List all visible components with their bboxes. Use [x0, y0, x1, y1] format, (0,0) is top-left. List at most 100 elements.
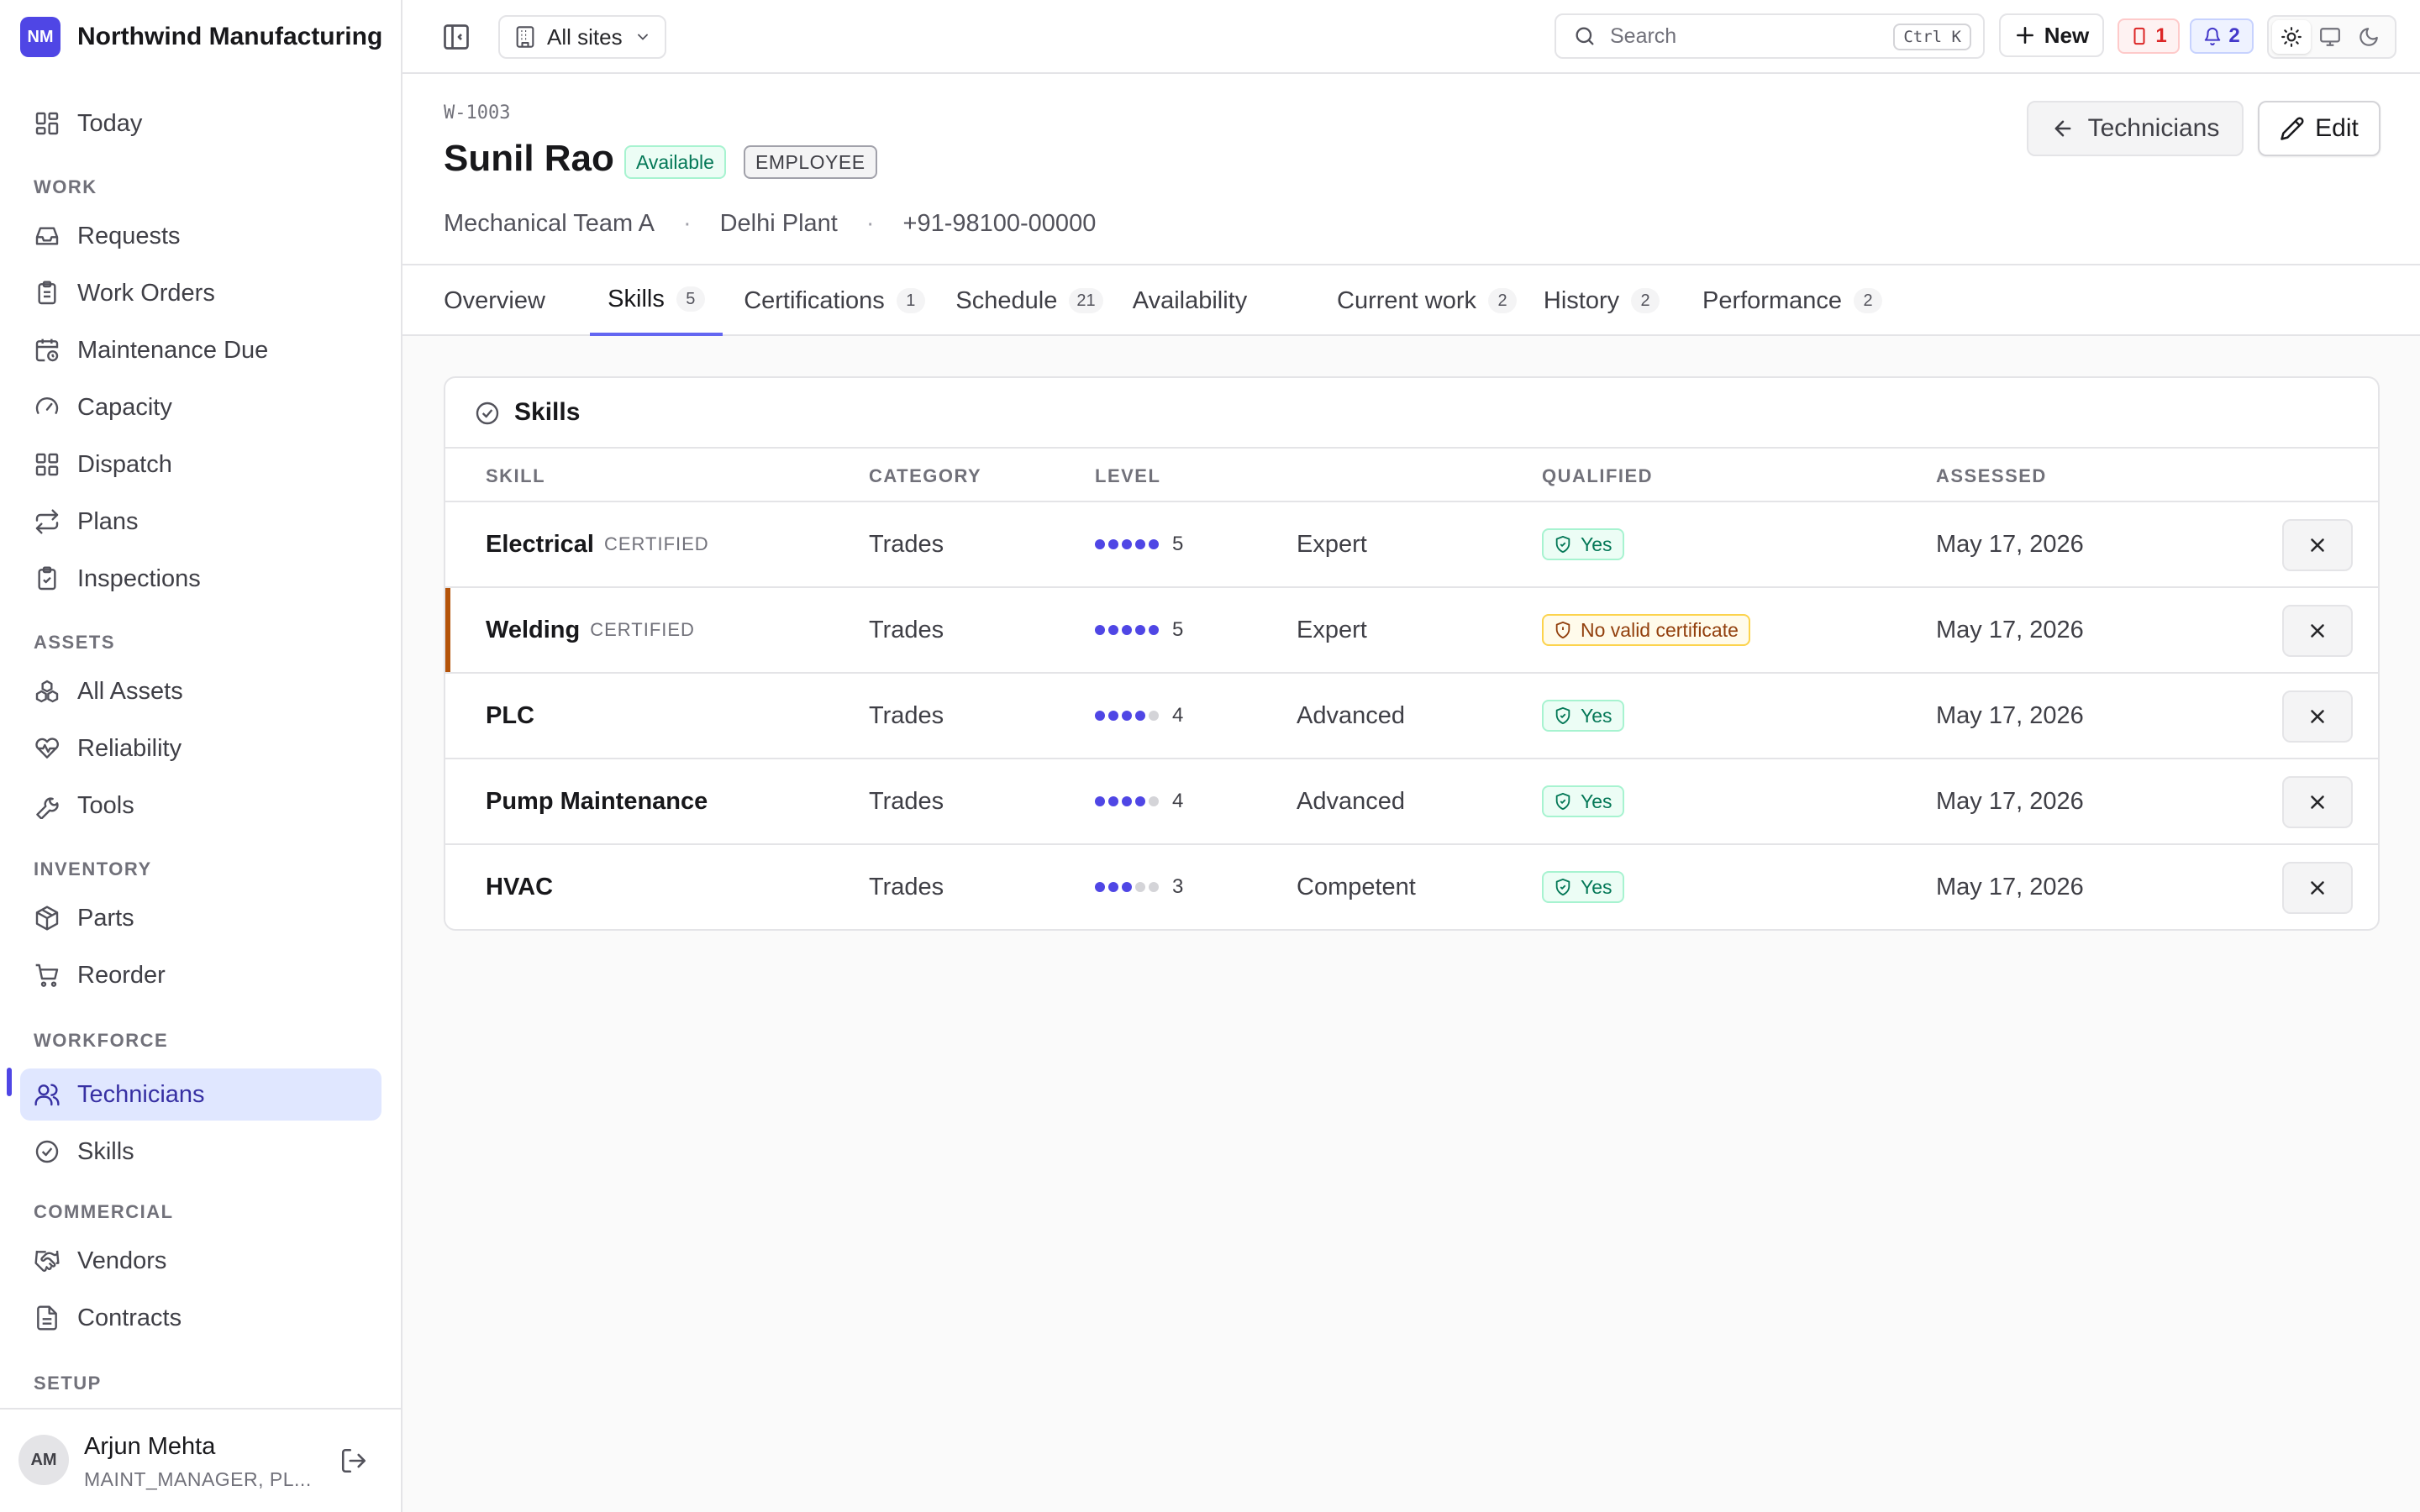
close-icon	[2307, 791, 2328, 813]
sidebar-item-all-assets[interactable]: All Assets	[20, 665, 381, 717]
skill-name[interactable]: Welding	[486, 616, 581, 643]
table-row[interactable]: HVAC Trades 3 Competent Yes May 17, 2026	[445, 845, 2378, 929]
skill-cell: HVAC	[486, 845, 553, 929]
skill-name[interactable]: PLC	[486, 701, 534, 729]
moon-icon[interactable]	[2349, 20, 2388, 54]
sidebar-item-dispatch[interactable]: Dispatch	[20, 438, 381, 491]
sidebar-item-reorder[interactable]: Reorder	[20, 949, 381, 1001]
back-to-technicians-button[interactable]: Technicians	[2027, 101, 2244, 156]
assessed-cell: May 17, 2026	[1936, 616, 2084, 643]
site-select[interactable]: All sites	[498, 15, 666, 59]
sidebar-item-maintenance-due[interactable]: Maintenance Due	[20, 324, 381, 376]
search-input[interactable]: Search Ctrl K	[1555, 13, 1985, 59]
level-dot	[1108, 796, 1118, 806]
tab-count: 1	[896, 288, 925, 313]
column-header-level[interactable]: LEVEL	[1095, 465, 1161, 486]
remove-skill-button[interactable]	[2282, 862, 2353, 914]
sidebar-item-skills[interactable]: Skills	[20, 1126, 381, 1178]
new-button[interactable]: New	[1999, 13, 2104, 57]
sidebar-item-label: Skills	[77, 1137, 134, 1165]
qualified-text: Yes	[1581, 704, 1612, 727]
section-workforce: WORKFORCE	[34, 1030, 169, 1051]
sidebar-item-inspections[interactable]: Inspections	[20, 553, 381, 605]
table-row[interactable]: PLC Trades 4 Advanced Yes May 17, 2026	[445, 674, 2378, 759]
sidebar-item-today[interactable]: Today	[20, 97, 381, 150]
certified-tag: CERTIFIED	[603, 533, 709, 554]
avatar[interactable]: AM	[18, 1435, 69, 1485]
new-button-label: New	[2044, 22, 2090, 48]
sidebar-item-tools[interactable]: Tools	[20, 780, 381, 832]
level-number: 5	[1172, 533, 1184, 555]
level-dots	[1095, 625, 1162, 635]
close-icon	[2307, 706, 2328, 727]
sidebar-item-work-orders[interactable]: Work Orders	[20, 267, 381, 319]
edit-button-label: Edit	[2315, 114, 2359, 142]
alerts-badge[interactable]: 1	[2118, 18, 2180, 54]
section-commercial: COMMERCIAL	[34, 1201, 174, 1222]
user-footer: AM Arjun Mehta MAINT_MANAGER, PL...	[0, 1408, 401, 1512]
sidebar-item-requests[interactable]: Requests	[20, 210, 381, 262]
device-alert-icon	[2130, 27, 2149, 45]
sidebar-item-label: Today	[77, 109, 143, 137]
bell-icon	[2203, 27, 2222, 45]
table-row[interactable]: Pump Maintenance Trades 4 Advanced Yes May 17…	[445, 759, 2378, 845]
sidebar-item-label: Contracts	[77, 1304, 182, 1331]
table-row[interactable]: Electrical CERTIFIED Trades 5 Expert Yes May 1…	[445, 502, 2378, 588]
sidebar-item-contracts[interactable]: Contracts	[20, 1292, 381, 1344]
skill-name[interactable]: Pump Maintenance	[486, 787, 708, 815]
tab-history[interactable]: History 2	[1523, 265, 1680, 336]
column-header-category[interactable]: CATEGORY	[869, 465, 982, 486]
chevron-down-icon	[634, 29, 651, 45]
tab-certifications[interactable]: Certifications 1	[739, 265, 930, 336]
monitor-icon[interactable]	[2311, 20, 2349, 54]
remove-skill-button[interactable]	[2282, 605, 2353, 657]
level-dot	[1122, 796, 1132, 806]
tab-schedule[interactable]: Schedule 21	[950, 265, 1109, 336]
level-name-cell: Competent	[1297, 873, 1416, 900]
skill-name[interactable]: HVAC	[486, 873, 554, 900]
category-cell: Trades	[869, 701, 944, 729]
skill-cell: Welding CERTIFIED	[486, 588, 695, 672]
table-row[interactable]: Welding CERTIFIED Trades 5 Expert No valid ce…	[445, 588, 2378, 674]
sidebar-item-vendors[interactable]: Vendors	[20, 1235, 381, 1287]
tab-skills[interactable]: Skills 5	[590, 265, 723, 336]
sidebar-item-capacity[interactable]: Capacity	[20, 381, 381, 433]
remove-skill-button[interactable]	[2282, 690, 2353, 743]
sidebar-item-label: All Assets	[77, 677, 183, 705]
tab-current-work[interactable]: Current work 2	[1332, 265, 1522, 336]
tab-label: Availability	[1132, 286, 1248, 314]
notifications-badge[interactable]: 2	[2190, 18, 2254, 54]
tab-label: History	[1543, 286, 1620, 314]
sidebar-item-reliability[interactable]: Reliability	[20, 722, 381, 774]
sidebar-toggle-icon[interactable]	[441, 22, 471, 52]
brand[interactable]: NM Northwind Manufacturing	[20, 17, 382, 57]
sun-icon[interactable]	[2272, 20, 2311, 54]
column-header-qualified[interactable]: QUALIFIED	[1542, 465, 1654, 486]
search-placeholder: Search	[1610, 24, 1677, 48]
assessed-cell: May 17, 2026	[1936, 787, 2084, 815]
qualified-badge: No valid certificate	[1542, 614, 1750, 646]
heart-pulse-icon	[34, 735, 60, 762]
tab-availability[interactable]: Availability	[1127, 265, 1253, 336]
phone-number[interactable]: +91-98100-00000	[902, 210, 1097, 237]
tab-overview[interactable]: Overview	[419, 265, 570, 336]
remove-skill-button[interactable]	[2282, 519, 2353, 571]
sidebar-item-parts[interactable]: Parts	[20, 892, 381, 944]
column-header-skill[interactable]: SKILL	[486, 465, 546, 486]
certified-tag: CERTIFIED	[590, 619, 695, 640]
level-dot	[1095, 625, 1105, 635]
level-dot	[1122, 711, 1132, 721]
level-dot	[1095, 882, 1105, 892]
category-cell: Trades	[869, 787, 944, 815]
badge-check-icon	[34, 1138, 60, 1165]
tab-performance[interactable]: Performance 2	[1688, 265, 1897, 336]
logout-icon[interactable]	[339, 1446, 368, 1475]
employment-type-badge: EMPLOYEE	[744, 145, 877, 179]
remove-skill-button[interactable]	[2282, 776, 2353, 828]
column-header-assessed[interactable]: ASSESSED	[1936, 465, 2047, 486]
skill-name[interactable]: Electrical	[486, 530, 594, 558]
edit-button[interactable]: Edit	[2258, 101, 2381, 156]
sidebar-item-technicians[interactable]: Technicians	[20, 1068, 381, 1121]
close-icon	[2307, 877, 2328, 899]
sidebar-item-plans[interactable]: Plans	[20, 496, 381, 548]
